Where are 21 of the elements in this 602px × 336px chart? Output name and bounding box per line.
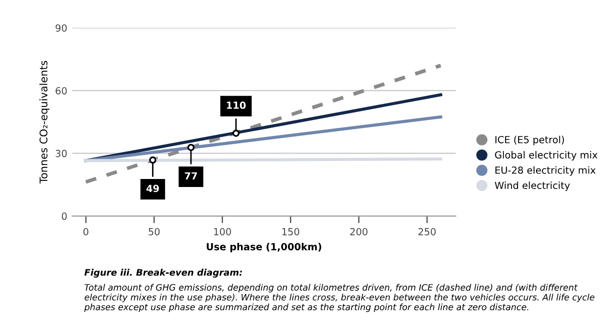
x-axis-title: Use phase (1,000km) [206, 242, 322, 252]
text: Figure iii. Break-even diagram: [84, 268, 242, 278]
y-tick-label: 0 [62, 212, 67, 220]
y-tick-label: 90 [56, 24, 67, 32]
legend-label: EU-28 electricity mix [495, 166, 596, 176]
legend-label: ICE (E5 petrol) [495, 136, 564, 146]
text: Total amount of GHG emissions, depending on total kilometres driven, from ICE (dashed line) and (with different electricity mixes in the use phase). Where the lines cross, break-even between the two vehicles occurs. All life cycle phases except use phase are summarized and set as the starting point for each line at zero distance. [84, 284, 594, 312]
legend-label: Wind electricity [494, 182, 570, 191]
legend-label: Global electricity mix [495, 151, 598, 160]
x-tick-label: 250 [418, 228, 436, 236]
y-axis-title: Tonnes CO₂-equivalents [39, 60, 50, 184]
annotation: 77 [184, 172, 197, 180]
x-tick-label: 50 [148, 228, 160, 236]
x-tick-label: 150 [282, 228, 300, 236]
y-tick-label: 30 [56, 150, 67, 158]
annotation: 110 [226, 102, 246, 109]
annotation: 49 [146, 184, 159, 192]
x-tick-label: 0 [83, 228, 88, 236]
x-tick-label: 100 [214, 228, 231, 236]
x-tick-label: 200 [350, 228, 368, 236]
y-tick-label: 60 [56, 87, 67, 94]
